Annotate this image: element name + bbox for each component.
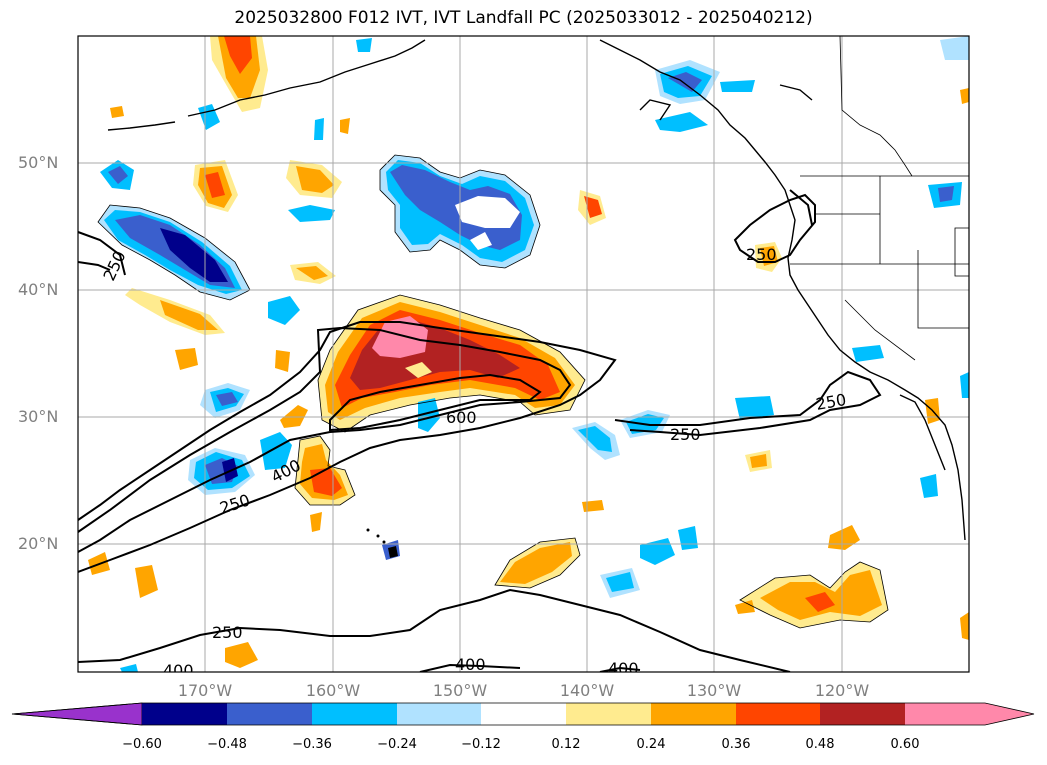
colorbar-bin	[820, 703, 905, 725]
ivt-contours	[78, 189, 882, 672]
lon-label: 120°W	[814, 681, 870, 700]
lat-label: 30°N	[18, 407, 59, 426]
contour-label: 600	[446, 408, 477, 427]
colorbar-tick-label: −0.60	[122, 737, 162, 752]
colorbar-tick-label: −0.36	[292, 737, 332, 752]
contour-label: 400	[455, 655, 486, 674]
contour-label: 250	[212, 623, 243, 642]
lon-label: 140°W	[559, 681, 615, 700]
contour-label: 400	[163, 661, 194, 680]
colorbar-extend-low	[11, 702, 143, 726]
colorbar-bin	[651, 703, 736, 725]
lat-label: 50°N	[18, 153, 59, 172]
map-content: 250 250 250 250 250 600 400 400 400 400	[78, 36, 969, 680]
colorbar-bin	[736, 703, 820, 725]
lon-label: 160°W	[305, 681, 361, 700]
colorbar-bin	[142, 703, 227, 725]
contour-label: 250	[814, 390, 847, 414]
map-frame	[77, 35, 970, 673]
colorbar-tick-label: −0.48	[207, 737, 247, 752]
contour-label: 250	[99, 248, 129, 284]
positive-anomaly-fields	[88, 36, 969, 668]
colorbar-tick-label: 0.24	[636, 737, 666, 752]
colorbar-tick-label: 0.12	[551, 737, 581, 752]
contour-label: 250	[217, 490, 252, 518]
colorbar	[11, 702, 1035, 726]
colorbar-tick-label: 0.60	[890, 737, 920, 752]
colorbar-tick-label: 0.48	[805, 737, 835, 752]
graticule	[78, 36, 969, 672]
colorbar-bin	[227, 703, 312, 725]
lat-label: 40°N	[18, 280, 59, 299]
hawaii-islands	[366, 528, 398, 558]
colorbar-tick-label: 0.36	[721, 737, 751, 752]
colorbar-tick-label: −0.24	[377, 737, 417, 752]
political-borders	[790, 36, 969, 361]
colorbar-bin	[397, 703, 481, 725]
lon-label: 130°W	[686, 681, 742, 700]
map-title: 2025032800 F012 IVT, IVT Landfall PC (20…	[234, 8, 813, 28]
colorbar-bin	[566, 703, 651, 725]
lat-label: 20°N	[18, 534, 59, 553]
lon-label: 170°W	[177, 681, 233, 700]
contour-label: 400	[608, 659, 639, 678]
lon-label: 150°W	[432, 681, 488, 700]
colorbar-bin	[312, 703, 397, 725]
colorbar-extend-high	[905, 703, 1034, 725]
coastlines	[107, 39, 966, 541]
contour-label: 250	[746, 245, 777, 264]
contour-label: 250	[670, 425, 701, 444]
colorbar-tick-label: −0.12	[461, 737, 501, 752]
colorbar-bin	[481, 703, 566, 725]
